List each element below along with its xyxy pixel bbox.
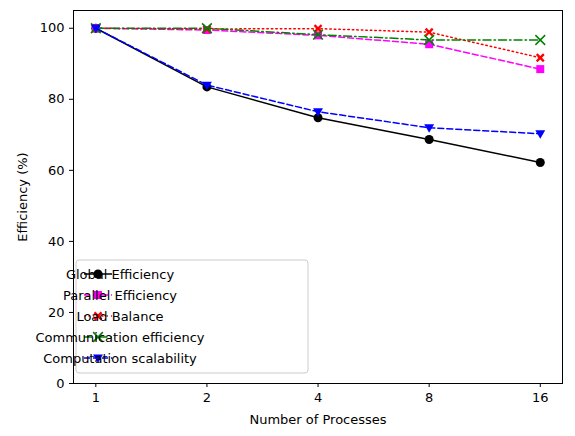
svg-text:Number of Processes: Number of Processes: [249, 412, 386, 427]
svg-text:Efficiency (%): Efficiency (%): [15, 152, 30, 241]
svg-text:100: 100: [40, 20, 65, 35]
svg-text:60: 60: [48, 163, 65, 178]
svg-text:Computation scalability: Computation scalability: [43, 351, 197, 366]
svg-text:0: 0: [56, 376, 64, 391]
svg-text:4: 4: [314, 390, 322, 405]
svg-text:2: 2: [203, 390, 211, 405]
svg-text:1: 1: [92, 390, 100, 405]
svg-text:8: 8: [425, 390, 433, 405]
svg-text:16: 16: [532, 390, 549, 405]
svg-text:40: 40: [48, 234, 65, 249]
svg-text:Parallel Efficiency: Parallel Efficiency: [63, 288, 177, 303]
svg-text:20: 20: [48, 305, 65, 320]
svg-text:Global Efficiency: Global Efficiency: [66, 267, 175, 282]
svg-text:80: 80: [48, 91, 65, 106]
svg-text:Communication efficiency: Communication efficiency: [36, 330, 205, 345]
svg-text:Load Balance: Load Balance: [76, 309, 163, 324]
